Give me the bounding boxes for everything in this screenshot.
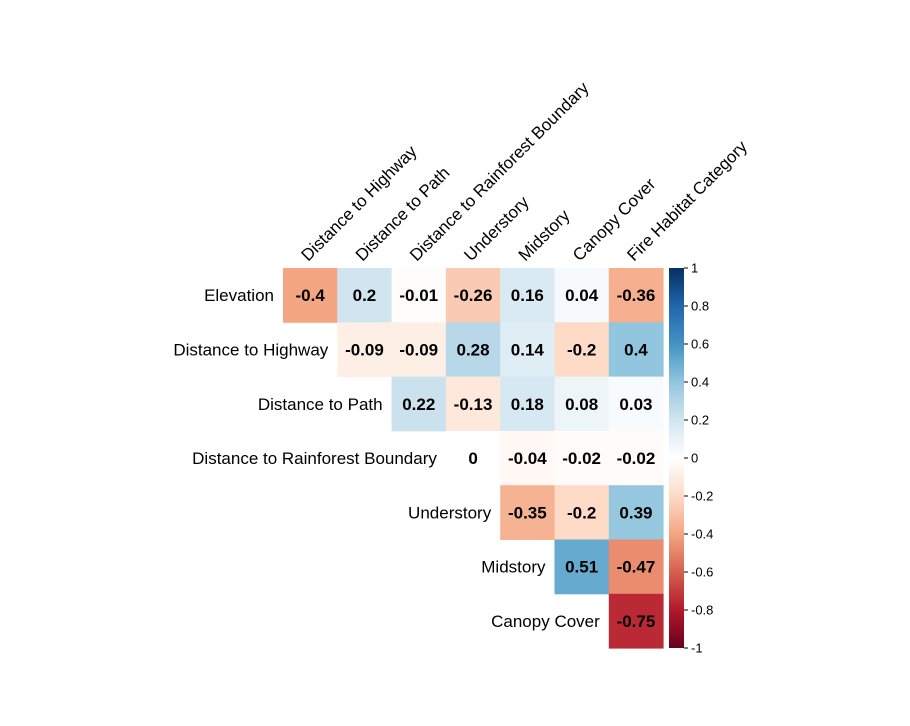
cell-value-label: 0.2 — [353, 286, 377, 305]
row-label: Distance to Rainforest Boundary — [192, 449, 437, 468]
cell-value-label: 0.03 — [619, 395, 652, 414]
heatmap-cell — [445, 268, 501, 323]
heatmap-cell — [391, 376, 447, 432]
row-label: Canopy Cover — [491, 612, 600, 631]
row-label: Distance to Highway — [173, 340, 328, 359]
cell-value-label: -0.02 — [562, 449, 601, 468]
heatmap-cell — [391, 268, 447, 323]
colorbar-tick-label: 0.8 — [691, 299, 709, 314]
heatmap-cell — [337, 322, 393, 378]
heatmap-cell — [445, 376, 501, 432]
cell-value-label: -0.35 — [508, 503, 547, 522]
colorbar-tick-label: 1 — [691, 261, 698, 276]
cell-value-label: -0.09 — [399, 340, 438, 359]
heatmap-cell — [500, 322, 555, 378]
colorbar-tick-label: 0.2 — [691, 413, 709, 428]
heatmap-cell — [337, 268, 393, 323]
cell-value-label: -0.09 — [345, 340, 384, 359]
heatmap-cell — [500, 268, 555, 323]
heatmap-cell — [391, 322, 447, 378]
heatmap-cells: -0.4 0.2 -0.01 -0.26 0.16 0.04 -0.36 -0.09 -0.09… — [283, 268, 664, 649]
cell-value-label: -0.47 — [617, 558, 656, 577]
colorbar-tick-label: 0.6 — [691, 337, 709, 352]
heatmap-cell — [554, 539, 610, 595]
heatmap-cell — [500, 430, 555, 486]
cell-value-label: 0.18 — [511, 395, 544, 414]
colorbar-tick-label: 0 — [691, 451, 698, 466]
heatmap-cell — [554, 268, 610, 323]
row-label: Understory — [408, 503, 492, 522]
heatmap-cell — [608, 593, 664, 649]
cell-value-label: 0.22 — [402, 395, 435, 414]
cell-value-label: 0.14 — [511, 340, 545, 359]
heatmap-cell — [445, 322, 501, 378]
heatmap-cell — [500, 485, 555, 540]
colorbar-tick-label: -0.4 — [691, 527, 713, 542]
colorbar-tick-label: -0.6 — [691, 565, 713, 580]
row-labels: Elevation Distance to Highway Distance to … — [173, 286, 600, 631]
cell-value-label: -0.2 — [567, 503, 596, 522]
heatmap-cell — [608, 268, 664, 323]
cell-value-label: -0.26 — [454, 286, 493, 305]
cell-value-label: 0.16 — [511, 286, 544, 305]
cell-value-label: 0.28 — [457, 340, 490, 359]
cell-value-label: -0.75 — [617, 612, 656, 631]
row-label: Midstory — [481, 558, 546, 577]
colorbar-tick-label: -0.8 — [691, 603, 713, 618]
colorbar-tick-label: -0.2 — [691, 489, 713, 504]
cell-value-label: 0.51 — [565, 558, 598, 577]
heatmap-cell — [554, 485, 610, 540]
cell-value-label: 0 — [468, 449, 477, 468]
colorbar-gradient — [669, 268, 684, 648]
cell-value-label: -0.13 — [454, 395, 493, 414]
heatmap-cell — [608, 322, 664, 378]
cell-value-label: -0.2 — [567, 340, 596, 359]
row-label: Distance to Path — [258, 395, 383, 414]
cell-value-label: -0.4 — [296, 286, 326, 305]
heatmap-cell — [554, 376, 610, 432]
column-label: Distance to Path — [352, 163, 454, 265]
row-label: Elevation — [204, 286, 274, 305]
heatmap-cell — [554, 430, 610, 486]
cell-value-label: 0.4 — [624, 340, 648, 359]
heatmap-cell — [500, 376, 555, 432]
cell-value-label: 0.08 — [565, 395, 598, 414]
heatmap-cell — [445, 430, 501, 486]
cell-value-label: 0.04 — [565, 286, 599, 305]
heatmap-cell — [608, 376, 664, 432]
cell-value-label: -0.01 — [399, 286, 438, 305]
heatmap-cell — [554, 322, 610, 378]
heatmap-cell — [608, 430, 664, 486]
colorbar-tick-label: 0.4 — [691, 375, 709, 390]
heatmap-cell — [608, 539, 664, 595]
colorbar-tick-label: -1 — [691, 641, 703, 656]
cell-value-label: -0.02 — [617, 449, 656, 468]
heatmap-cell — [283, 268, 338, 323]
cell-value-label: -0.36 — [617, 286, 656, 305]
colorbar: 1 0.8 0.6 0.4 0.2 0 -0.2 -0.4 -0.6 -0.8 -1 — [669, 261, 713, 656]
heatmap-cell — [608, 485, 664, 540]
cell-value-label: 0.39 — [619, 503, 652, 522]
cell-value-label: -0.04 — [508, 449, 547, 468]
